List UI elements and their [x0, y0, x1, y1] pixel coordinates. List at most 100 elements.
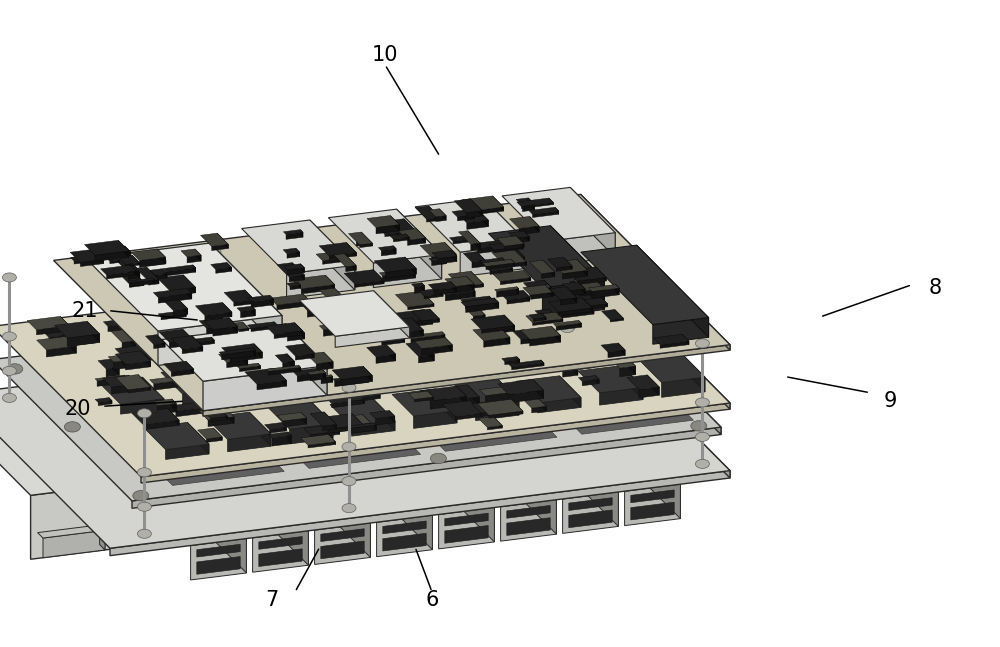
Polygon shape: [461, 284, 483, 290]
Polygon shape: [509, 231, 529, 239]
Polygon shape: [228, 434, 271, 452]
Polygon shape: [653, 334, 689, 345]
Polygon shape: [274, 368, 287, 386]
Polygon shape: [329, 298, 344, 304]
Polygon shape: [328, 316, 350, 327]
Polygon shape: [514, 247, 524, 263]
Polygon shape: [620, 366, 636, 377]
Polygon shape: [122, 341, 136, 349]
Polygon shape: [362, 415, 371, 428]
Polygon shape: [582, 379, 599, 386]
Polygon shape: [551, 326, 561, 342]
Polygon shape: [43, 531, 105, 558]
Polygon shape: [549, 198, 553, 204]
Polygon shape: [393, 246, 396, 254]
Polygon shape: [438, 256, 457, 264]
Polygon shape: [363, 486, 400, 503]
Polygon shape: [292, 275, 335, 289]
Text: 9: 9: [883, 391, 897, 411]
Polygon shape: [301, 435, 336, 445]
Polygon shape: [152, 274, 167, 280]
Polygon shape: [556, 312, 563, 322]
Polygon shape: [563, 257, 572, 269]
Polygon shape: [124, 375, 126, 382]
Polygon shape: [287, 265, 355, 298]
Polygon shape: [556, 324, 581, 331]
Polygon shape: [287, 282, 301, 287]
Polygon shape: [266, 356, 288, 393]
Polygon shape: [477, 252, 485, 267]
Polygon shape: [335, 288, 344, 302]
Polygon shape: [518, 446, 618, 499]
Circle shape: [691, 421, 707, 431]
Polygon shape: [307, 306, 340, 317]
Polygon shape: [408, 304, 434, 310]
Polygon shape: [479, 386, 515, 396]
Polygon shape: [258, 363, 261, 369]
Polygon shape: [482, 259, 515, 267]
Polygon shape: [164, 361, 194, 372]
Polygon shape: [566, 287, 577, 303]
Polygon shape: [144, 260, 166, 267]
Polygon shape: [266, 323, 303, 334]
Polygon shape: [376, 355, 396, 364]
Polygon shape: [171, 336, 203, 349]
Polygon shape: [453, 284, 474, 293]
Polygon shape: [259, 549, 302, 567]
Polygon shape: [471, 315, 515, 330]
Polygon shape: [256, 298, 292, 307]
Polygon shape: [163, 265, 196, 272]
Polygon shape: [270, 294, 310, 305]
Polygon shape: [466, 276, 474, 290]
Polygon shape: [404, 330, 423, 338]
Polygon shape: [621, 366, 643, 400]
Polygon shape: [355, 281, 384, 287]
Polygon shape: [488, 326, 514, 334]
Polygon shape: [492, 304, 532, 318]
Polygon shape: [169, 339, 193, 348]
Polygon shape: [237, 298, 241, 305]
Polygon shape: [563, 270, 588, 279]
Polygon shape: [517, 356, 520, 363]
Polygon shape: [544, 280, 555, 296]
Polygon shape: [74, 259, 94, 264]
Polygon shape: [507, 239, 511, 249]
Polygon shape: [408, 332, 445, 339]
Polygon shape: [453, 239, 475, 244]
Polygon shape: [470, 400, 483, 417]
Polygon shape: [577, 259, 588, 276]
Polygon shape: [199, 407, 234, 420]
Polygon shape: [560, 298, 577, 305]
Polygon shape: [531, 261, 572, 271]
Polygon shape: [434, 364, 469, 371]
Polygon shape: [124, 328, 136, 348]
Polygon shape: [328, 209, 442, 263]
Polygon shape: [138, 375, 151, 390]
Polygon shape: [531, 358, 672, 424]
Polygon shape: [384, 323, 389, 334]
Polygon shape: [242, 358, 244, 368]
Polygon shape: [478, 417, 502, 428]
Polygon shape: [222, 344, 262, 356]
Polygon shape: [438, 289, 443, 296]
Polygon shape: [192, 340, 214, 346]
Polygon shape: [334, 300, 340, 313]
Polygon shape: [471, 331, 536, 358]
Polygon shape: [581, 194, 730, 350]
Polygon shape: [498, 379, 544, 395]
Polygon shape: [418, 355, 434, 363]
Polygon shape: [507, 297, 530, 304]
Polygon shape: [390, 344, 412, 378]
Polygon shape: [559, 376, 581, 408]
Polygon shape: [183, 311, 186, 316]
Polygon shape: [270, 295, 274, 305]
Polygon shape: [192, 336, 203, 351]
Polygon shape: [511, 259, 515, 266]
Polygon shape: [374, 291, 410, 338]
Polygon shape: [279, 325, 305, 335]
Polygon shape: [273, 385, 312, 397]
Polygon shape: [477, 325, 519, 335]
Polygon shape: [248, 322, 278, 329]
Polygon shape: [606, 333, 609, 341]
Polygon shape: [513, 325, 519, 334]
